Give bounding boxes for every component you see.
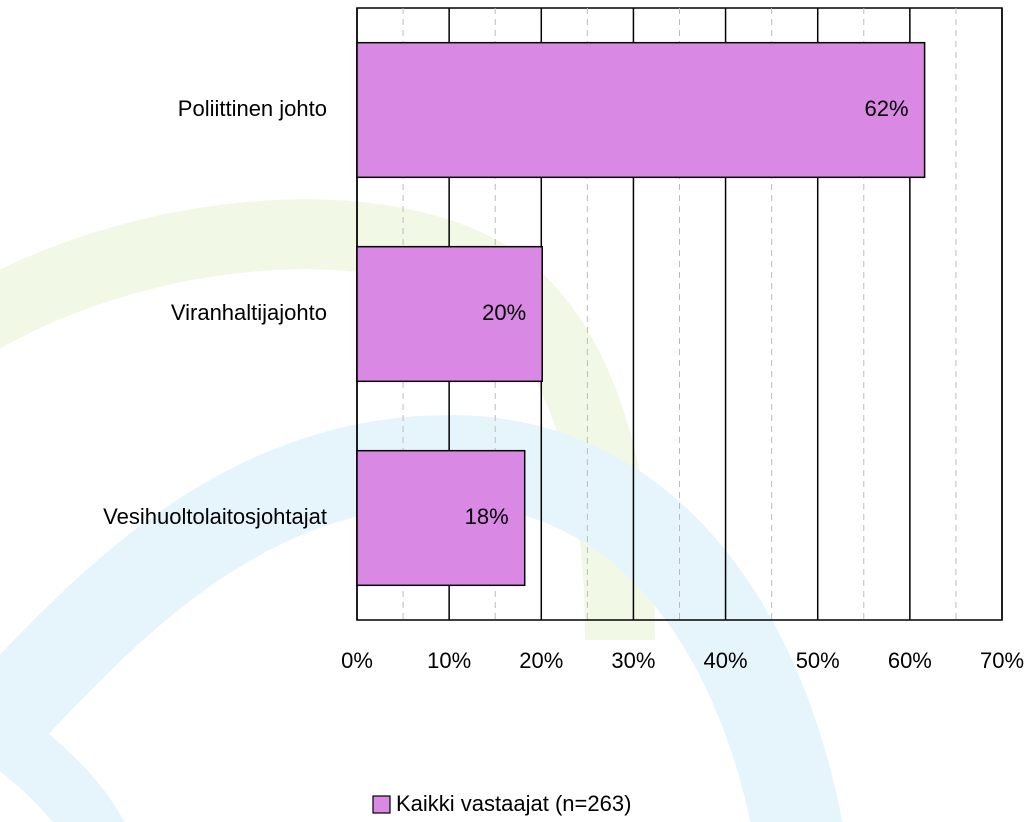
bar [356,449,526,587]
bar [356,41,926,179]
bar [356,245,543,383]
x-tick-label: 30% [611,648,655,673]
x-tick-label: 50% [796,648,840,673]
legend-swatch [372,795,391,814]
x-tick-label: 40% [704,648,748,673]
y-tick-label: Poliittinen johto [178,96,327,121]
x-tick-label: 60% [888,648,932,673]
data-label: 20% [482,300,526,325]
y-tick-label: Viranhaltijajohto [171,300,327,325]
decor-blue-2 [0,697,125,822]
legend-label: Kaikki vastaajat (n=263) [396,791,631,816]
data-label: 18% [465,504,509,529]
x-tick-label: 0% [341,648,373,673]
y-tick-label: Vesihuoltolaitosjohtajat [103,504,327,529]
data-label: 62% [865,96,909,121]
x-tick-label: 20% [519,648,563,673]
x-tick-label: 10% [427,648,471,673]
x-tick-label: 70% [980,648,1024,673]
